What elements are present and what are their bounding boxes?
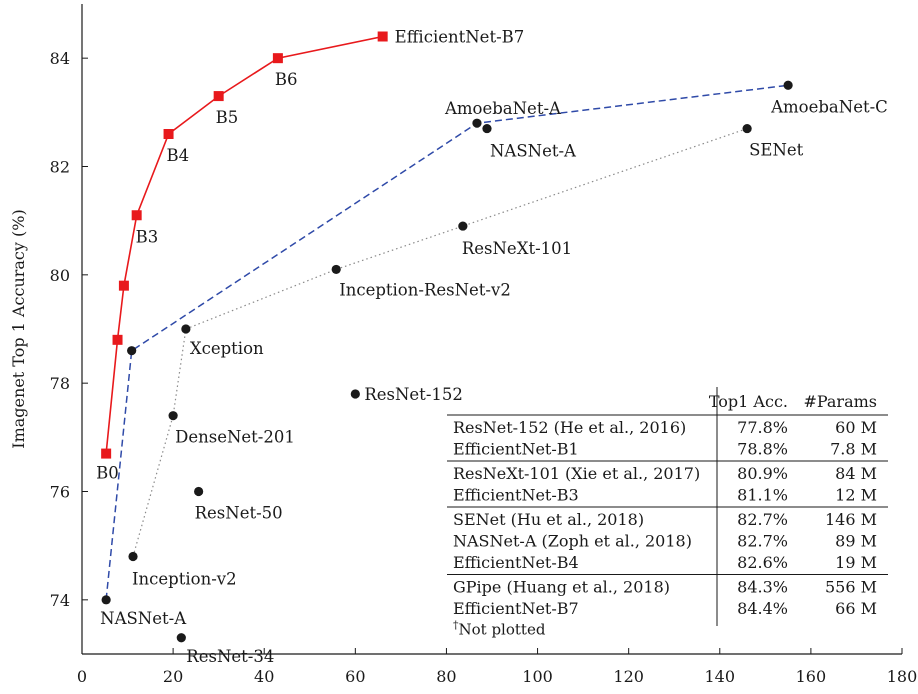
efficientnet-point <box>101 448 112 459</box>
x-tick-label: 160 <box>796 667 827 686</box>
model-point-label: SENet <box>749 141 804 160</box>
footnote-mark: † <box>453 619 459 632</box>
y-axis-label: Imagenet Top 1 Accuracy (%) <box>9 209 28 448</box>
y-tick-label: 76 <box>50 483 70 502</box>
efficientnet-point-label: EfficientNet-B7 <box>395 28 525 47</box>
model-point-label: ResNet-34 <box>186 647 274 666</box>
efficientnet-point-label: B3 <box>136 227 159 246</box>
model-point <box>194 486 204 497</box>
model-point <box>101 595 111 605</box>
efficientnet-point-label: B4 <box>167 146 190 165</box>
efficientnet-point <box>163 129 174 139</box>
dotted-frontier-line <box>132 128 748 557</box>
y-tick-label: 78 <box>50 374 70 393</box>
model-point <box>181 324 191 334</box>
x-tick-label: 140 <box>705 667 736 686</box>
model-point <box>482 123 492 134</box>
x-tick-label: 120 <box>613 667 644 686</box>
model-point-label: ResNet-50 <box>195 504 283 523</box>
x-tick-label: 80 <box>436 667 456 686</box>
efficientnet-point <box>272 53 283 64</box>
table-model-name: EfficientNet-B4 <box>453 553 579 572</box>
x-tick-label: 20 <box>163 667 183 686</box>
table-params: 60 M <box>835 418 877 437</box>
table-params: 66 M <box>835 599 877 618</box>
y-tick-label: 82 <box>50 158 70 177</box>
model-point <box>128 551 138 562</box>
x-tick-label: 180 <box>887 667 918 686</box>
table-accuracy: 82.7% <box>737 532 788 551</box>
table-accuracy: 84.3% <box>737 578 788 597</box>
table-accuracy: 81.1% <box>737 486 788 505</box>
model-point <box>168 411 178 421</box>
table-model-name: EfficientNet-B3 <box>453 486 579 505</box>
table-params: 12 M <box>835 486 877 505</box>
y-tick-label: 80 <box>50 266 70 285</box>
table-model-name: ResNet-152 (He et al., 2016) <box>453 418 686 437</box>
table-accuracy: 80.9% <box>737 464 788 483</box>
table-params: 19 M <box>835 553 877 572</box>
model-point-label: DenseNet-201 <box>175 428 295 447</box>
model-point-label: ResNeXt-101 <box>462 239 572 258</box>
table-model-name: GPipe (Huang et al., 2018) <box>453 578 670 597</box>
model-point-label: ResNet-152 <box>364 385 463 404</box>
model-point-label: NASNet-A <box>490 142 577 161</box>
model-point-label: NASNet-A <box>100 609 187 628</box>
model-point <box>331 264 341 275</box>
model-point <box>472 118 482 128</box>
comparison-table: Top1 Acc. #Params ResNet-152 (He et al., 2… <box>447 387 888 639</box>
table-model-name: ResNeXt-101 (Xie et al., 2017) <box>453 464 700 483</box>
table-accuracy: 84.4% <box>737 599 788 618</box>
table-params: 146 M <box>825 510 877 529</box>
dashed-frontier-line <box>105 84 789 600</box>
table-accuracy: 77.8% <box>737 418 788 437</box>
x-tick-label: 100 <box>522 667 553 686</box>
y-tick-label: 74 <box>50 591 70 610</box>
point-labels: B0 B3 B4 B5 B6 EfficientNet-B7 NASNet-A ResNet-… <box>96 28 888 666</box>
efficientnet-point-label: B6 <box>275 70 298 89</box>
model-point <box>350 389 360 399</box>
model-point-label: AmoebaNet-C <box>770 97 888 116</box>
efficientnet-point <box>377 31 388 42</box>
table-model-name: SENet (Hu et al., 2018) <box>453 510 644 529</box>
x-tick-label: 40 <box>254 667 274 686</box>
efficientnet-point-label: B0 <box>96 464 119 483</box>
model-point <box>127 346 137 356</box>
efficientnet-point-label: B5 <box>216 108 239 127</box>
data-markers <box>101 31 793 643</box>
x-tick-label: 60 <box>345 667 365 686</box>
model-point-label: Inception-ResNet-v2 <box>339 280 511 299</box>
model-point-label: Xception <box>190 339 264 358</box>
table-params: 84 M <box>835 464 877 483</box>
model-point <box>176 633 186 643</box>
x-tick-label: 0 <box>77 667 87 686</box>
table-model-name: NASNet-A (Zoph et al., 2018) <box>453 532 692 551</box>
table-header-acc: Top1 Acc. <box>709 392 788 411</box>
y-tick-label: 84 <box>50 49 70 68</box>
efficientnet-line <box>105 35 383 454</box>
table-accuracy: 78.8% <box>737 440 788 459</box>
table-model-name: EfficientNet-B1 <box>453 440 579 459</box>
efficientnet-point <box>213 91 224 102</box>
model-point <box>742 123 752 134</box>
model-point-label: AmoebaNet-A <box>444 99 562 118</box>
table-params: 556 M <box>825 578 877 597</box>
model-point <box>458 221 468 231</box>
efficientnet-point <box>118 280 129 291</box>
table-footnote: †Not plotted <box>453 619 546 639</box>
efficientnet-point <box>131 210 142 221</box>
table-accuracy: 82.6% <box>737 553 788 572</box>
table-accuracy: 82.7% <box>737 510 788 529</box>
table-model-name: EfficientNet-B7 <box>453 599 579 618</box>
table-params: 89 M <box>835 532 877 551</box>
frontier-lines <box>105 35 789 600</box>
footnote-text: Not plotted <box>459 621 546 639</box>
table-params: 7.8 M <box>830 440 877 459</box>
efficientnet-point <box>112 334 123 345</box>
model-point <box>783 80 793 90</box>
table-header-params: #Params <box>803 392 877 411</box>
axes: 0 20 40 60 80 100 120 140 160 180 74 76 78 80 82 84 <box>50 4 918 686</box>
model-point-label: Inception-v2 <box>132 570 237 589</box>
